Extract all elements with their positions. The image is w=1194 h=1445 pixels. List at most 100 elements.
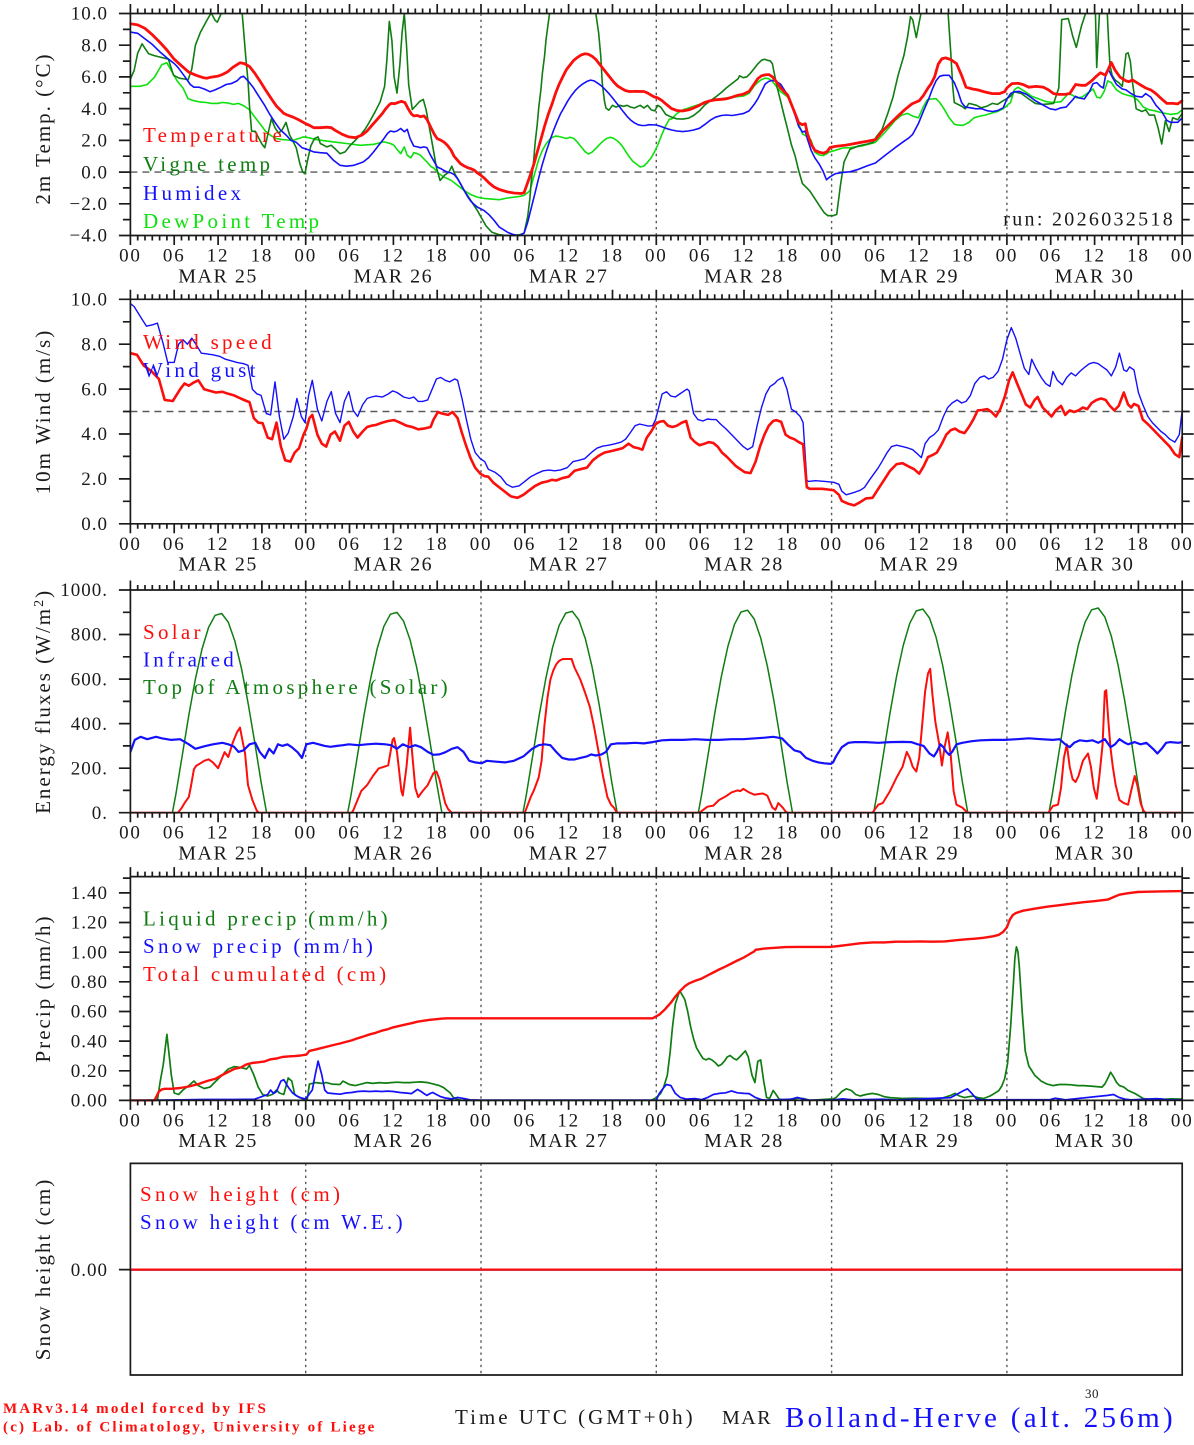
svg-text:MAR 28: MAR 28 <box>704 554 784 576</box>
svg-text:12: 12 <box>207 823 230 844</box>
svg-text:12: 12 <box>733 1110 756 1131</box>
svg-text:06: 06 <box>514 534 537 555</box>
svg-text:Temperature: Temperature <box>143 123 285 147</box>
svg-text:00: 00 <box>294 1110 317 1131</box>
svg-text:18: 18 <box>952 1110 975 1131</box>
svg-text:12: 12 <box>382 246 405 267</box>
svg-text:06: 06 <box>163 1110 186 1131</box>
svg-text:MAR 25: MAR 25 <box>178 265 258 287</box>
svg-text:0.80: 0.80 <box>71 972 108 993</box>
svg-text:18: 18 <box>601 246 624 267</box>
svg-text:Snow height (cm): Snow height (cm) <box>31 1178 55 1360</box>
svg-text:12: 12 <box>1083 534 1106 555</box>
svg-text:00: 00 <box>820 534 843 555</box>
svg-text:1.00: 1.00 <box>71 942 108 963</box>
svg-text:Wind gust: Wind gust <box>143 358 259 382</box>
svg-text:1.20: 1.20 <box>71 913 108 934</box>
svg-text:MAR 30: MAR 30 <box>1055 265 1135 287</box>
svg-text:8.0: 8.0 <box>81 334 108 355</box>
svg-text:12: 12 <box>908 1110 931 1131</box>
svg-text:12: 12 <box>1083 246 1106 267</box>
svg-text:MAR 27: MAR 27 <box>529 265 609 287</box>
svg-text:MAR 26: MAR 26 <box>354 265 434 287</box>
svg-text:MAR 26: MAR 26 <box>354 843 434 865</box>
svg-text:18: 18 <box>776 534 799 555</box>
svg-text:00: 00 <box>645 246 668 267</box>
svg-text:00: 00 <box>119 534 142 555</box>
svg-text:18: 18 <box>952 246 975 267</box>
svg-text:12: 12 <box>207 1110 230 1131</box>
svg-text:Snow precip (mm/h): Snow precip (mm/h) <box>143 934 376 958</box>
svg-text:00: 00 <box>470 1110 493 1131</box>
svg-text:06: 06 <box>864 823 887 844</box>
svg-text:00: 00 <box>470 246 493 267</box>
svg-text:6.0: 6.0 <box>81 67 108 88</box>
svg-text:MAR: MAR <box>722 1407 772 1429</box>
svg-text:18: 18 <box>1127 823 1150 844</box>
svg-text:600.: 600. <box>71 669 108 690</box>
svg-text:MAR 25: MAR 25 <box>178 843 258 865</box>
svg-text:MAR 26: MAR 26 <box>354 1130 434 1152</box>
svg-text:00: 00 <box>470 534 493 555</box>
svg-text:Energy fluxes (W/m2): Energy fluxes (W/m2) <box>31 589 55 814</box>
svg-text:00: 00 <box>294 823 317 844</box>
svg-text:12: 12 <box>382 534 405 555</box>
svg-text:00: 00 <box>996 246 1019 267</box>
svg-text:0.0: 0.0 <box>81 514 108 535</box>
svg-text:18: 18 <box>776 1110 799 1131</box>
svg-text:2.0: 2.0 <box>81 469 108 490</box>
svg-text:18: 18 <box>601 1110 624 1131</box>
svg-text:MAR 30: MAR 30 <box>1055 1130 1135 1152</box>
svg-text:06: 06 <box>1039 823 1062 844</box>
svg-text:10m Wind (m/s): 10m Wind (m/s) <box>31 329 55 495</box>
svg-text:06: 06 <box>689 246 712 267</box>
svg-text:00: 00 <box>294 534 317 555</box>
svg-text:0.60: 0.60 <box>71 1002 108 1023</box>
svg-text:12: 12 <box>382 823 405 844</box>
svg-text:DewPoint Temp: DewPoint Temp <box>143 209 322 233</box>
svg-text:06: 06 <box>1039 1110 1062 1131</box>
svg-text:12: 12 <box>207 534 230 555</box>
svg-text:18: 18 <box>426 534 449 555</box>
svg-text:12: 12 <box>908 246 931 267</box>
svg-text:06: 06 <box>864 246 887 267</box>
svg-text:00: 00 <box>119 1110 142 1131</box>
svg-text:18: 18 <box>251 1110 274 1131</box>
svg-text:18: 18 <box>1127 246 1150 267</box>
svg-text:MAR 29: MAR 29 <box>879 843 959 865</box>
svg-text:−2.0: −2.0 <box>70 194 108 215</box>
svg-text:12: 12 <box>908 534 931 555</box>
svg-text:18: 18 <box>426 823 449 844</box>
svg-text:06: 06 <box>514 823 537 844</box>
svg-text:18: 18 <box>601 534 624 555</box>
svg-text:Wind speed: Wind speed <box>143 330 275 354</box>
svg-text:2.0: 2.0 <box>81 131 108 152</box>
svg-text:06: 06 <box>514 246 537 267</box>
svg-text:00: 00 <box>1171 246 1194 267</box>
svg-text:18: 18 <box>776 246 799 267</box>
svg-text:00: 00 <box>470 823 493 844</box>
svg-text:MARv3.14 model forced by IFS: MARv3.14 model forced by IFS <box>3 1401 268 1417</box>
svg-text:0.20: 0.20 <box>71 1061 108 1082</box>
svg-text:Vigne temp: Vigne temp <box>143 152 273 176</box>
svg-text:4.0: 4.0 <box>81 99 108 120</box>
svg-text:MAR 29: MAR 29 <box>879 1130 959 1152</box>
svg-text:18: 18 <box>952 823 975 844</box>
svg-text:1.40: 1.40 <box>71 883 108 904</box>
svg-text:30: 30 <box>1085 1386 1099 1401</box>
svg-text:06: 06 <box>864 1110 887 1131</box>
svg-text:MAR 26: MAR 26 <box>354 554 434 576</box>
svg-text:18: 18 <box>251 534 274 555</box>
svg-text:18: 18 <box>1127 534 1150 555</box>
svg-text:6.0: 6.0 <box>81 379 108 400</box>
svg-text:00: 00 <box>119 246 142 267</box>
svg-text:0.0: 0.0 <box>81 162 108 183</box>
svg-text:12: 12 <box>908 823 931 844</box>
svg-text:12: 12 <box>557 823 580 844</box>
svg-text:8.0: 8.0 <box>81 35 108 56</box>
svg-text:00: 00 <box>996 823 1019 844</box>
svg-text:00: 00 <box>820 823 843 844</box>
svg-text:06: 06 <box>338 1110 361 1131</box>
svg-text:2m Temp. (°C): 2m Temp. (°C) <box>31 52 55 204</box>
svg-text:12: 12 <box>382 1110 405 1131</box>
